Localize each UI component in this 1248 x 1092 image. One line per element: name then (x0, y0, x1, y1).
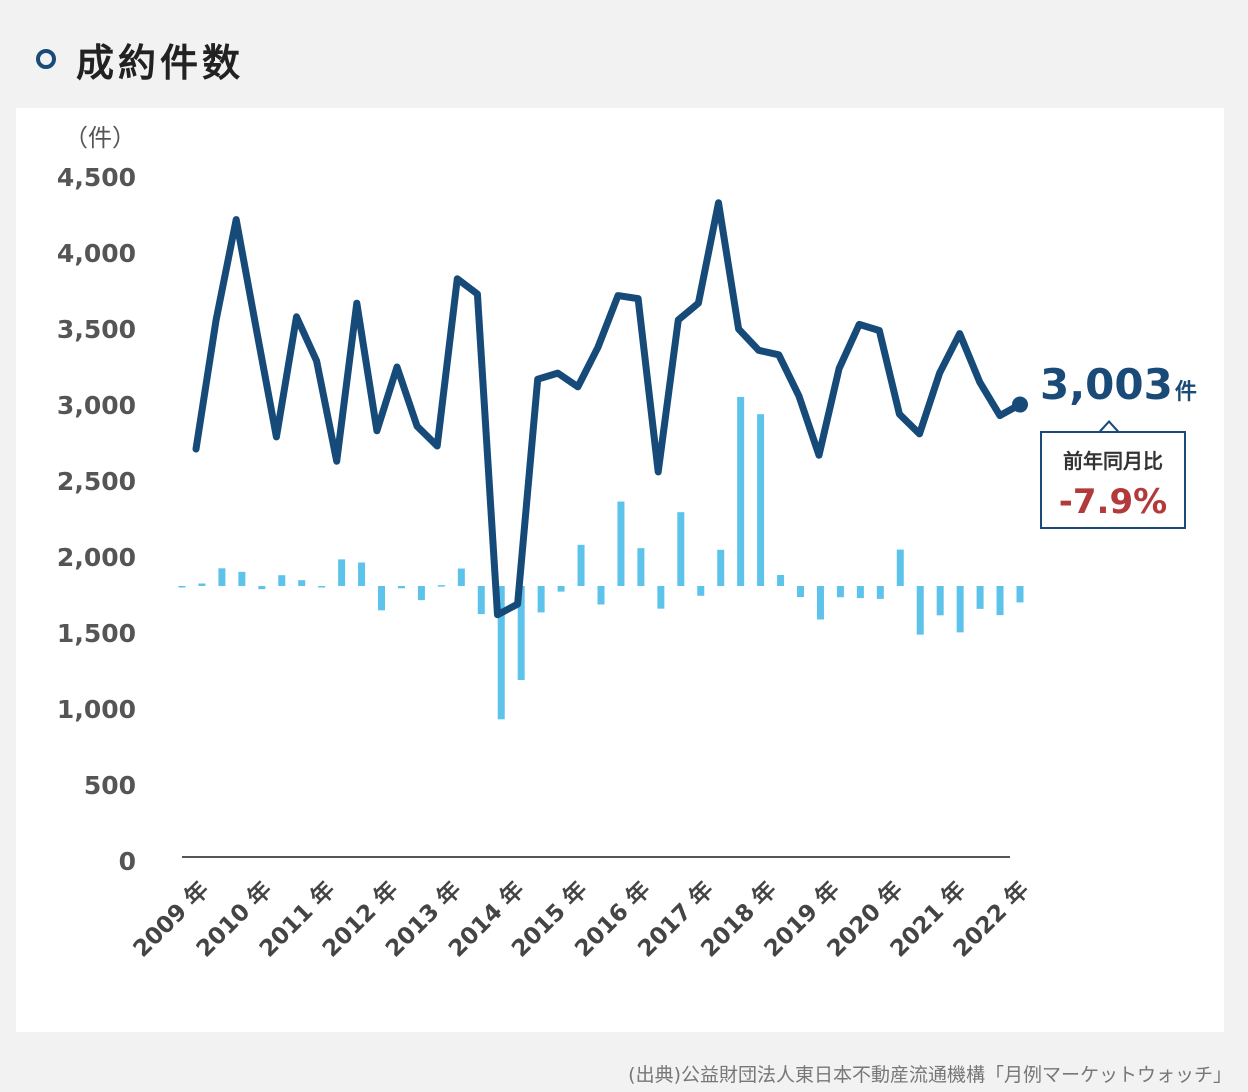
yoy-bar (976, 586, 984, 609)
yoy-bars (178, 396, 1024, 720)
yoy-bar (178, 586, 186, 588)
y-tick-label: 4,000 (57, 239, 136, 268)
y-tick-label: 1,500 (57, 619, 136, 648)
yoy-bar (477, 586, 485, 615)
page-title: 成約件数 (76, 40, 245, 85)
contract-count-line (192, 199, 1024, 619)
yoy-bar (856, 586, 864, 599)
y-tick-label: 3,000 (57, 391, 136, 420)
latest-point (1012, 396, 1028, 413)
yoy-bar (996, 586, 1004, 616)
yoy-bar (417, 586, 425, 601)
yoy-bar (1016, 586, 1024, 603)
yoy-bar (537, 586, 545, 613)
yoy-bar (517, 586, 525, 681)
yoy-bar (816, 586, 824, 620)
yoy-bar (637, 548, 645, 586)
yoy-bar (298, 580, 306, 586)
yoy-bar (338, 559, 346, 586)
yoy-bar (876, 586, 884, 599)
yoy-bar (557, 586, 565, 592)
y-tick-label: 2,500 (57, 467, 136, 496)
y-axis-ticks: 0 500 1,000 1,500 2,000 2,500 3,000 3,500 4,000 4… (57, 163, 136, 876)
yoy-callout-value: -7.9% (1058, 482, 1168, 522)
yoy-bar (457, 568, 465, 586)
yoy-bar (358, 562, 366, 586)
yoy-bar (617, 501, 625, 586)
yoy-bar (198, 583, 206, 586)
yoy-bar (777, 574, 785, 586)
callout-pointer-fill (1100, 423, 1118, 433)
yoy-bar (956, 586, 964, 633)
yoy-bar (657, 586, 665, 609)
y-tick-label: 3,500 (57, 315, 136, 344)
yoy-bar (397, 586, 405, 589)
source-note: (出典)公益財団法人東日本不動産流通機構「月例マーケットウォッチ」 (628, 1064, 1232, 1086)
chart-panel: （件） 0 500 1,000 1,500 2,000 2,500 3,000 3,500 4,… (16, 108, 1224, 1032)
yoy-bar (218, 568, 226, 586)
yoy-callout-label: 前年同月比 (1063, 449, 1163, 473)
yoy-bar (497, 586, 505, 720)
chart-header: 成約件数 (36, 32, 244, 86)
yoy-bar (677, 512, 685, 586)
yoy-bar (797, 586, 805, 598)
y-tick-label: 2,000 (57, 543, 136, 572)
yoy-bar (836, 586, 844, 598)
yoy-bar (577, 544, 585, 586)
yoy-bar (896, 549, 904, 586)
yoy-bar (378, 586, 386, 611)
yoy-bar (238, 571, 246, 586)
yoy-bar (697, 586, 705, 596)
y-tick-label: 500 (84, 771, 136, 800)
yoy-bar (757, 414, 765, 586)
yoy-bar (318, 586, 326, 588)
yoy-bar (717, 549, 725, 586)
yoy-callout: 前年同月比 -7.9% (1040, 431, 1186, 529)
latest-value-unit: 件 (1174, 380, 1197, 405)
yoy-bar (916, 586, 924, 635)
y-tick-label: 0 (119, 847, 136, 876)
contract-count-chart: （件） 0 500 1,000 1,500 2,000 2,500 3,000 3,500 4,… (57, 124, 1034, 962)
yoy-bar (437, 585, 445, 587)
y-tick-label: 4,500 (57, 163, 136, 192)
y-axis-unit-label: （件） (64, 124, 136, 152)
yoy-bar (278, 575, 286, 586)
yoy-bar (258, 586, 266, 590)
latest-value-label: 3,003件 (1040, 360, 1197, 409)
latest-value-number: 3,003 (1040, 360, 1173, 409)
y-tick-label: 1,000 (57, 695, 136, 724)
yoy-bar (737, 396, 745, 586)
bullet-circle-icon (36, 49, 56, 69)
yoy-bar (936, 586, 944, 616)
yoy-bar (597, 586, 605, 605)
